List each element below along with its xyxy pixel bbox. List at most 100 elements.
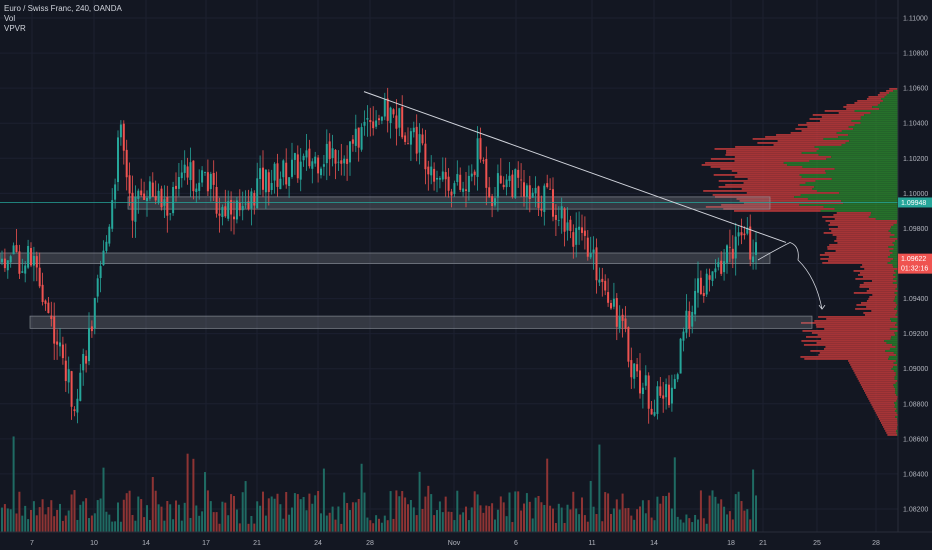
volume-bar: [146, 505, 148, 532]
vpvr-bar-down: [776, 134, 849, 136]
candle-body: [714, 268, 717, 273]
vpvr-bar-down: [827, 246, 889, 248]
volume-bar: [604, 492, 607, 532]
vpvr-bar-down: [876, 414, 898, 416]
vpvr-bar-up: [799, 204, 898, 206]
vpvr-bar-up: [888, 246, 898, 248]
vpvr-bar-up: [854, 110, 898, 112]
vpvr-bar-down: [861, 302, 896, 304]
candle-body: [308, 148, 311, 167]
vpvr-bar-up: [814, 146, 898, 148]
volume-bar: [433, 515, 436, 532]
vpvr-bar-up: [896, 306, 898, 308]
volume-bar: [595, 514, 598, 532]
vpvr-bar-down: [820, 258, 894, 260]
volume-bar: [30, 509, 32, 532]
vpvr-bar-up: [805, 182, 898, 184]
volume-bar: [470, 507, 473, 532]
volume-bar: [697, 519, 699, 532]
volume-bar: [549, 505, 552, 532]
candle-body: [662, 395, 665, 399]
time-axis[interactable]: 7 10 14 17 21 24 28 Nov 6 11 14 18 21 25 28: [0, 531, 932, 550]
price-axis[interactable]: 1.11000 1.10800 1.10600 1.10400 1.10200 1.100…: [897, 0, 932, 550]
vpvr-bar-down: [747, 178, 832, 180]
volume-bar: [3, 504, 6, 532]
volume-bar: [456, 490, 459, 532]
vpvr-bar-up: [787, 164, 898, 166]
vpvr-bar-down: [862, 276, 896, 278]
candle-body: [624, 318, 627, 329]
symbol-title[interactable]: Euro / Swiss Franc, 240, OANDA: [4, 4, 122, 13]
volume-bar: [459, 514, 462, 532]
volume-bar: [41, 499, 44, 532]
volume-bar: [163, 520, 166, 532]
vpvr-bar-down: [857, 274, 894, 276]
volume-bar: [653, 520, 656, 532]
candle-body: [699, 277, 702, 295]
candle-body: [395, 115, 398, 129]
candle-body: [99, 266, 102, 279]
volume-bar: [76, 519, 79, 532]
volume-bar: [262, 491, 264, 532]
vpvr-bar-down: [735, 146, 815, 148]
candle-body: [459, 174, 462, 190]
vpvr-bar-up: [894, 292, 898, 294]
candle-body: [485, 158, 488, 188]
vpvr-bar-down: [872, 294, 897, 296]
vpvr-bar-down: [837, 242, 893, 244]
candle-body: [325, 143, 328, 164]
vpvr-bar-up: [799, 184, 898, 186]
last-price-label: 1.09622: [901, 256, 926, 263]
candle-body: [717, 262, 720, 268]
candle-body: [441, 171, 444, 180]
volume-bar: [688, 518, 691, 532]
vpvr-bar-down: [878, 418, 898, 420]
candle-body: [607, 292, 610, 303]
volume-bar: [641, 500, 644, 532]
vpvr-bar-up: [889, 250, 898, 252]
vpvr-bar-up: [893, 352, 898, 354]
vpvr-bar-up: [881, 98, 898, 100]
candle-body: [212, 172, 215, 185]
candle-body: [346, 158, 349, 164]
volume-bar: [467, 520, 470, 532]
vpvr-bar-up: [895, 324, 898, 326]
candle-body: [557, 219, 560, 221]
volume-bar: [534, 497, 537, 532]
volume-bar: [1, 507, 3, 532]
vpvr-bar-down: [806, 122, 861, 124]
ref-price-label: 1.09948: [901, 200, 926, 207]
vpvr-indicator-label[interactable]: VPVR: [4, 24, 26, 33]
candle-body: [61, 344, 64, 359]
candle-body: [525, 185, 528, 198]
volume-bar: [679, 519, 682, 532]
volume-bar: [383, 515, 386, 532]
candle-body: [612, 298, 615, 307]
volume-indicator-label[interactable]: Vol: [4, 14, 16, 23]
trendline[interactable]: [363, 91, 787, 243]
vpvr-bar-up: [892, 242, 898, 244]
candle-body: [546, 183, 549, 188]
candle-body: [694, 290, 697, 315]
vpvr-bar-down: [734, 210, 821, 212]
vpvr-bar-down: [874, 410, 895, 412]
volume-bar: [543, 505, 546, 532]
candle-body: [436, 177, 438, 180]
candle-body: [76, 398, 79, 413]
vpvr-bar-down: [853, 270, 895, 272]
volume-bar: [743, 510, 746, 532]
vpvr-bar-up: [888, 358, 898, 360]
vpvr-bar-up: [895, 240, 898, 242]
volume-bar: [554, 523, 557, 532]
vpvr-bar-up: [801, 176, 898, 178]
candle-body: [476, 138, 479, 177]
vpvr-bar-down: [814, 320, 892, 322]
volume-bar: [511, 522, 514, 532]
volume-bar: [438, 501, 441, 532]
vpvr-bar-up: [834, 168, 898, 170]
volume-bar: [137, 496, 140, 532]
vpvr-bar-up: [893, 300, 898, 302]
volume-bar: [282, 518, 285, 532]
volume-bar: [633, 519, 636, 532]
